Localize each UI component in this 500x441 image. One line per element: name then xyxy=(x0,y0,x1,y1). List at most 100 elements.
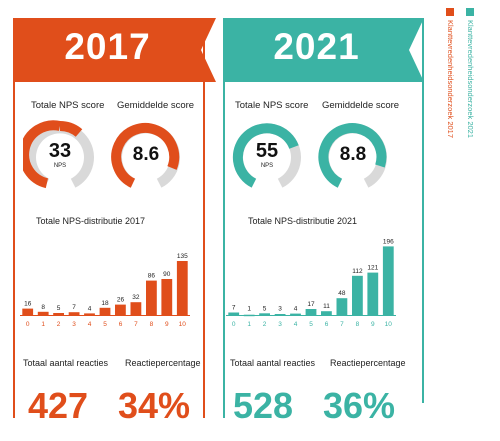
data-label-7: 48 xyxy=(338,290,346,297)
bar-4 xyxy=(84,313,95,315)
nps-unit: NPS xyxy=(53,163,67,169)
data-label-5: 17 xyxy=(307,301,315,308)
bar-8 xyxy=(146,280,157,315)
bar-6 xyxy=(115,304,126,315)
nps-gauge-ring xyxy=(19,120,94,189)
bar-7 xyxy=(336,298,348,315)
responses-value: 528 xyxy=(233,385,294,426)
data-label-4: 4 xyxy=(88,305,92,312)
bar-2 xyxy=(53,313,64,315)
data-label-0: 7 xyxy=(232,305,236,312)
distribution-title: Totale NPS-distributie 2021 xyxy=(248,216,358,226)
nps-score-label: Totale NPS score xyxy=(235,100,309,111)
response-rate-label: Reactiepercentage xyxy=(125,358,201,368)
tick-label-10: 10 xyxy=(179,321,187,328)
tick-label-6: 6 xyxy=(325,321,329,328)
data-label-10: 135 xyxy=(177,253,188,260)
avg-gauge-ring xyxy=(111,122,180,188)
panel-border-left xyxy=(223,18,225,418)
tick-label-8: 8 xyxy=(150,321,154,328)
tick-label-4: 4 xyxy=(88,321,92,328)
tick-label-3: 3 xyxy=(72,321,76,328)
tick-label-0: 0 xyxy=(232,321,236,328)
legend-label: Klanttevredenheidsonderzoek 2021 xyxy=(466,20,475,139)
data-label-1: 8 xyxy=(41,304,45,311)
bar-7 xyxy=(130,302,142,315)
distribution-title: Totale NPS-distributie 2017 xyxy=(36,216,146,226)
year-label: 2017 xyxy=(64,26,151,67)
avg-gauge: 8.8 xyxy=(316,118,390,192)
tick-label-9: 9 xyxy=(165,321,169,328)
tick-label-4: 4 xyxy=(294,321,298,328)
data-label-5: 18 xyxy=(101,300,109,307)
data-label-9: 90 xyxy=(163,271,171,278)
nps-gauge: 55 NPS xyxy=(230,118,304,192)
nps-value: 33 xyxy=(48,140,72,162)
bar-9 xyxy=(367,272,379,315)
tick-label-1: 1 xyxy=(41,321,45,328)
bar-9 xyxy=(161,279,173,315)
nps-gauge: 33 NPS xyxy=(19,118,97,192)
tick-label-3: 3 xyxy=(278,321,282,328)
avg-value: 8.8 xyxy=(339,144,367,165)
year-banner: 2017 xyxy=(13,18,216,82)
legend-swatch xyxy=(446,8,454,16)
data-label-8: 112 xyxy=(352,268,363,275)
response-rate-label: Reactiepercentage xyxy=(330,358,406,368)
data-label-3: 3 xyxy=(278,306,282,313)
bar-1 xyxy=(37,311,49,315)
data-label-6: 11 xyxy=(323,303,330,310)
data-label-0: 16 xyxy=(24,301,32,308)
bar-5 xyxy=(99,307,111,315)
legend-swatch xyxy=(466,8,474,16)
tick-label-2: 2 xyxy=(263,321,267,328)
data-label-7: 32 xyxy=(132,294,140,301)
panel-border-right xyxy=(203,18,205,418)
tick-label-2: 2 xyxy=(57,321,61,328)
bar-0 xyxy=(22,308,34,315)
bar-0 xyxy=(228,312,240,315)
data-label-2: 5 xyxy=(263,305,267,312)
tick-label-5: 5 xyxy=(103,321,107,328)
responses-label: Totaal aantal reacties xyxy=(230,358,316,368)
bar-8 xyxy=(352,275,363,315)
bar-3 xyxy=(274,314,286,316)
nps-unit: NPS xyxy=(260,163,274,169)
tick-label-8: 8 xyxy=(356,321,360,328)
bar-6 xyxy=(321,311,332,316)
bar-2 xyxy=(259,313,270,316)
panel-border-left xyxy=(13,18,15,418)
tick-label-0: 0 xyxy=(26,321,30,328)
data-label-6: 26 xyxy=(117,297,125,304)
nps-distribution-chart-2017: 16 0 8 1 5 2 7 3 4 4 18 5 26 6 32 7 86 8 90 9 135 10 xyxy=(20,253,190,328)
avg-gauge: 8.6 xyxy=(109,118,183,192)
panel-border-right xyxy=(422,18,424,403)
responses-value: 427 xyxy=(28,385,89,426)
bar-4 xyxy=(290,313,301,316)
ribbon-shape xyxy=(223,18,424,82)
bar-5 xyxy=(305,309,317,315)
tick-label-7: 7 xyxy=(340,321,344,328)
tick-label-7: 7 xyxy=(134,321,138,328)
avg-gauge-ring xyxy=(318,123,387,188)
ribbon-shape xyxy=(13,18,216,82)
year-label: 2021 xyxy=(273,26,360,67)
tick-label-6: 6 xyxy=(119,321,123,328)
data-label-2: 5 xyxy=(57,305,61,312)
data-label-10: 196 xyxy=(383,238,394,245)
tick-label-10: 10 xyxy=(385,321,393,328)
nps-score-label: Totale NPS score xyxy=(31,100,105,111)
data-label-9: 121 xyxy=(367,265,378,272)
responses-label: Totaal aantal reacties xyxy=(23,358,109,368)
tick-label-9: 9 xyxy=(371,321,375,328)
avg-value: 8.6 xyxy=(132,144,160,165)
response-rate-value: 34% xyxy=(118,385,191,426)
response-rate-value: 36% xyxy=(323,385,396,426)
tick-label-5: 5 xyxy=(309,321,313,328)
tick-label-1: 1 xyxy=(247,321,251,328)
data-label-3: 7 xyxy=(72,304,76,311)
bar-3 xyxy=(68,312,80,315)
legend-label: Klanttevredenheidsonderzoek 2017 xyxy=(446,20,455,139)
avg-score-label: Gemiddelde score xyxy=(322,100,400,111)
